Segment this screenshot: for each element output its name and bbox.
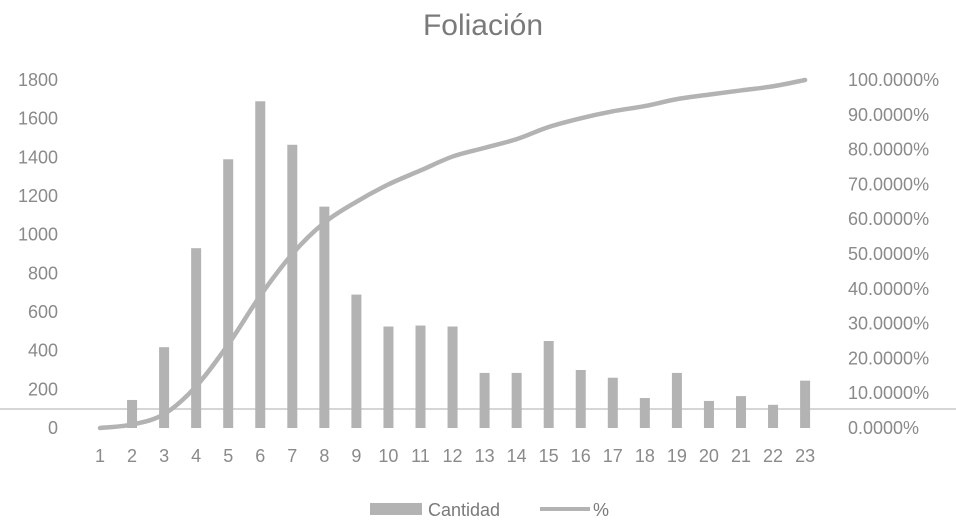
y-left-axis: 0 200 400 600 800 1000 1200 1400 1600 1800 xyxy=(18,70,58,438)
y-left-tick-label: 800 xyxy=(28,263,58,283)
x-tick-label: 21 xyxy=(731,446,751,466)
bar-series xyxy=(127,101,811,429)
y-left-tick-label: 1200 xyxy=(18,186,58,206)
bar xyxy=(127,399,138,428)
bar xyxy=(383,326,394,428)
x-tick-label: 6 xyxy=(255,446,265,466)
y-left-tick-label: 200 xyxy=(28,379,58,399)
x-tick-label: 16 xyxy=(571,446,591,466)
bar xyxy=(479,372,490,428)
percent-line xyxy=(97,77,808,431)
y-left-tick-label: 1800 xyxy=(18,70,58,90)
x-tick-label: 8 xyxy=(319,446,329,466)
x-tick-label: 14 xyxy=(507,446,527,466)
bar xyxy=(287,144,298,428)
x-tick-label: 18 xyxy=(635,446,655,466)
legend-bar-swatch xyxy=(370,503,422,515)
y-right-axis: 0.0000% 10.0000% 20.0000% 30.0000% 40.0000% 5… xyxy=(848,70,939,438)
y-right-tick-label: 90.0000% xyxy=(848,105,929,125)
bar xyxy=(703,400,714,428)
x-tick-label: 17 xyxy=(603,446,623,466)
x-tick-label: 20 xyxy=(699,446,719,466)
bar xyxy=(768,404,779,428)
bar xyxy=(543,341,554,428)
y-right-tick-label: 80.0000% xyxy=(848,140,929,160)
x-tick-label: 3 xyxy=(159,446,169,466)
y-right-tick-label: 30.0000% xyxy=(848,314,929,334)
x-tick-label: 19 xyxy=(667,446,687,466)
bar xyxy=(671,372,682,428)
bar xyxy=(511,372,522,428)
bar xyxy=(191,248,202,428)
y-right-tick-label: 50.0000% xyxy=(848,244,929,264)
legend-bar-label: Cantidad xyxy=(428,500,500,520)
x-tick-label: 11 xyxy=(411,446,430,466)
bar xyxy=(639,398,650,428)
x-tick-label: 2 xyxy=(127,446,137,466)
y-right-tick-label: 70.0000% xyxy=(848,174,929,194)
bar xyxy=(575,370,586,428)
chart-title: Foliación xyxy=(423,9,543,42)
y-left-tick-label: 600 xyxy=(28,302,58,322)
x-tick-label: 5 xyxy=(223,446,233,466)
y-left-tick-label: 1000 xyxy=(18,225,58,245)
x-tick-label: 7 xyxy=(287,446,297,466)
y-left-tick-label: 0 xyxy=(48,418,58,438)
bar xyxy=(159,347,170,428)
x-tick-label: 13 xyxy=(475,446,495,466)
y-left-tick-label: 1600 xyxy=(18,109,58,129)
bar xyxy=(415,325,426,428)
bar xyxy=(800,380,811,428)
x-tick-label: 9 xyxy=(351,446,361,466)
x-tick-label: 10 xyxy=(378,446,398,466)
bar xyxy=(319,206,330,428)
x-tick-label: 15 xyxy=(539,446,559,466)
y-right-tick-label: 40.0000% xyxy=(848,279,929,299)
x-tick-label: 23 xyxy=(795,446,815,466)
x-tick-label: 12 xyxy=(443,446,463,466)
x-axis: 1 2 3 4 5 6 7 8 9 10 11 12 13 14 15 16 17 18 19 20 21 22 23 xyxy=(95,446,815,466)
x-tick-label: 4 xyxy=(191,446,201,466)
y-left-tick-label: 1400 xyxy=(18,147,58,167)
legend: Cantidad % xyxy=(370,500,609,520)
x-tick-label: 1 xyxy=(95,446,105,466)
y-right-tick-label: 0.0000% xyxy=(848,418,919,438)
bar xyxy=(351,294,362,428)
bar xyxy=(607,377,618,428)
y-right-tick-label: 10.0000% xyxy=(848,383,929,403)
legend-line-label: % xyxy=(593,500,609,520)
y-right-tick-label: 100.0000% xyxy=(848,70,939,90)
y-right-tick-label: 60.0000% xyxy=(848,209,929,229)
bar xyxy=(223,159,234,428)
bar xyxy=(736,396,746,428)
y-right-tick-label: 20.0000% xyxy=(848,348,929,368)
y-left-tick-label: 400 xyxy=(28,341,58,361)
bar xyxy=(447,326,458,428)
bar xyxy=(255,101,266,429)
x-tick-label: 22 xyxy=(763,446,783,466)
